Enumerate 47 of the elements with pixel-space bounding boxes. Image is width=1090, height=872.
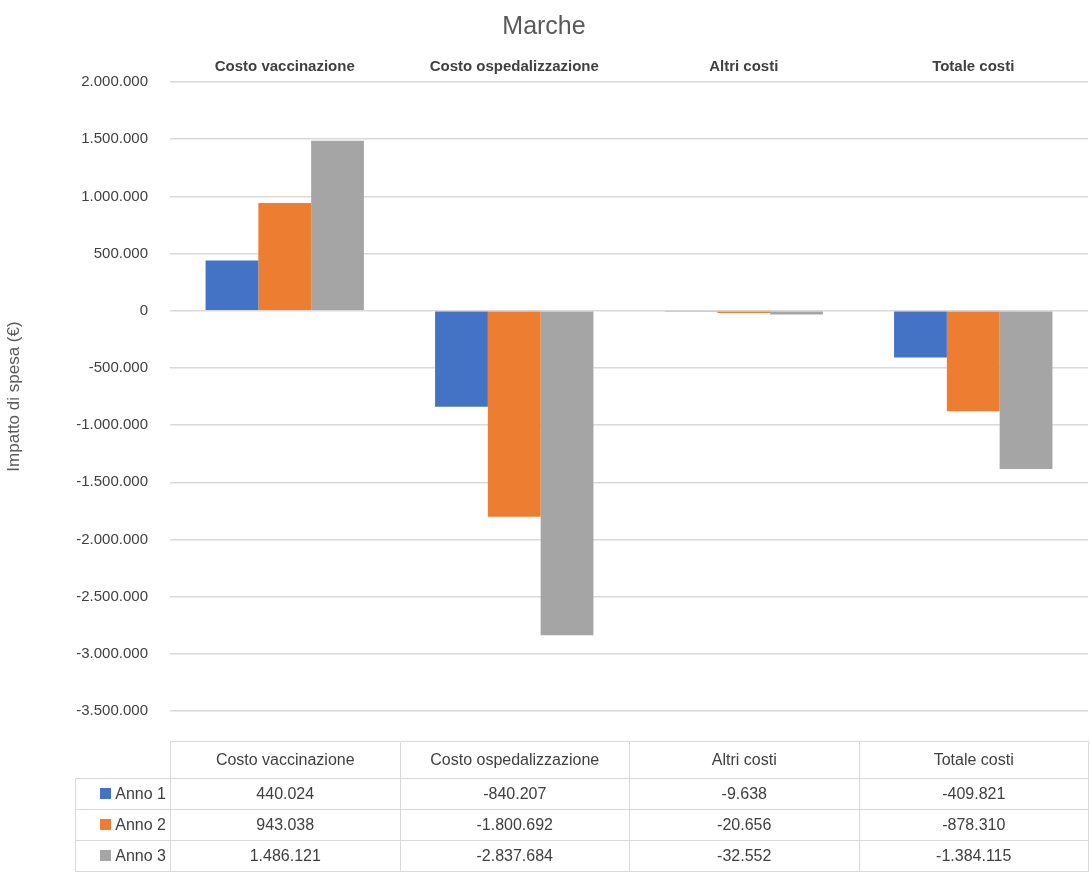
data-label: -20.656 bbox=[629, 809, 859, 841]
bar bbox=[205, 260, 259, 310]
data-label: -9.638 bbox=[629, 778, 859, 810]
y-tick-label: -3.000.000 bbox=[76, 643, 148, 661]
bar bbox=[894, 311, 947, 358]
x-tick-label: Totale costi bbox=[932, 57, 1015, 75]
y-tick-label: 1.000.000 bbox=[81, 186, 148, 204]
category-label: Totale costi bbox=[933, 751, 1014, 768]
bar bbox=[770, 311, 823, 315]
data-label: 440.024 bbox=[170, 778, 400, 810]
category-label: Altri costi bbox=[711, 751, 777, 768]
x-tick-label: Costo vaccinazione bbox=[214, 57, 355, 75]
legend-label: Anno 2 bbox=[75, 809, 171, 841]
legend-label: Anno 3 bbox=[75, 840, 171, 872]
bar bbox=[487, 311, 541, 517]
data-label: 943.038 bbox=[170, 809, 400, 841]
category-label: Costo ospedalizzazione bbox=[430, 751, 600, 768]
y-tick-label: -2.000.000 bbox=[76, 529, 148, 547]
bar bbox=[435, 311, 488, 407]
bar bbox=[258, 202, 312, 310]
data-label: -32.552 bbox=[629, 840, 859, 872]
y-tick-label: -1.500.000 bbox=[76, 472, 148, 490]
y-tick-label: -3.500.000 bbox=[76, 701, 148, 719]
y-tick-label: 1.500.000 bbox=[81, 129, 148, 147]
y-axis-title: Impatto di spesa (€) bbox=[3, 321, 23, 472]
bar bbox=[540, 311, 594, 636]
bar bbox=[999, 311, 1053, 470]
category-label: Costo vaccinazione bbox=[215, 751, 355, 768]
data-label: -1.384.115 bbox=[859, 840, 1089, 872]
y-tick-label: 2.000.000 bbox=[81, 72, 148, 90]
legend-label: Anno 1 bbox=[75, 778, 171, 810]
y-tick-label: -2.500.000 bbox=[76, 586, 148, 604]
x-tick-label: Costo ospedalizzazione bbox=[429, 57, 599, 75]
y-tick-label: 0 bbox=[139, 300, 148, 318]
y-tick-label: -1.000.000 bbox=[76, 415, 148, 433]
x-tick-label: Altri costi bbox=[709, 57, 779, 75]
bar bbox=[946, 311, 1000, 412]
data-label: -2.837.684 bbox=[400, 840, 630, 872]
data-label: -878.310 bbox=[859, 809, 1089, 841]
data-label: -409.821 bbox=[859, 778, 1089, 810]
y-tick-label: -500.000 bbox=[88, 358, 148, 376]
data-label: -1.800.692 bbox=[400, 809, 630, 841]
data-label: 1.486.121 bbox=[170, 840, 400, 872]
chart-title: Marche bbox=[502, 10, 586, 39]
bar bbox=[311, 140, 364, 310]
data-label: -840.207 bbox=[400, 778, 630, 810]
y-tick-label: 500.000 bbox=[93, 243, 148, 261]
